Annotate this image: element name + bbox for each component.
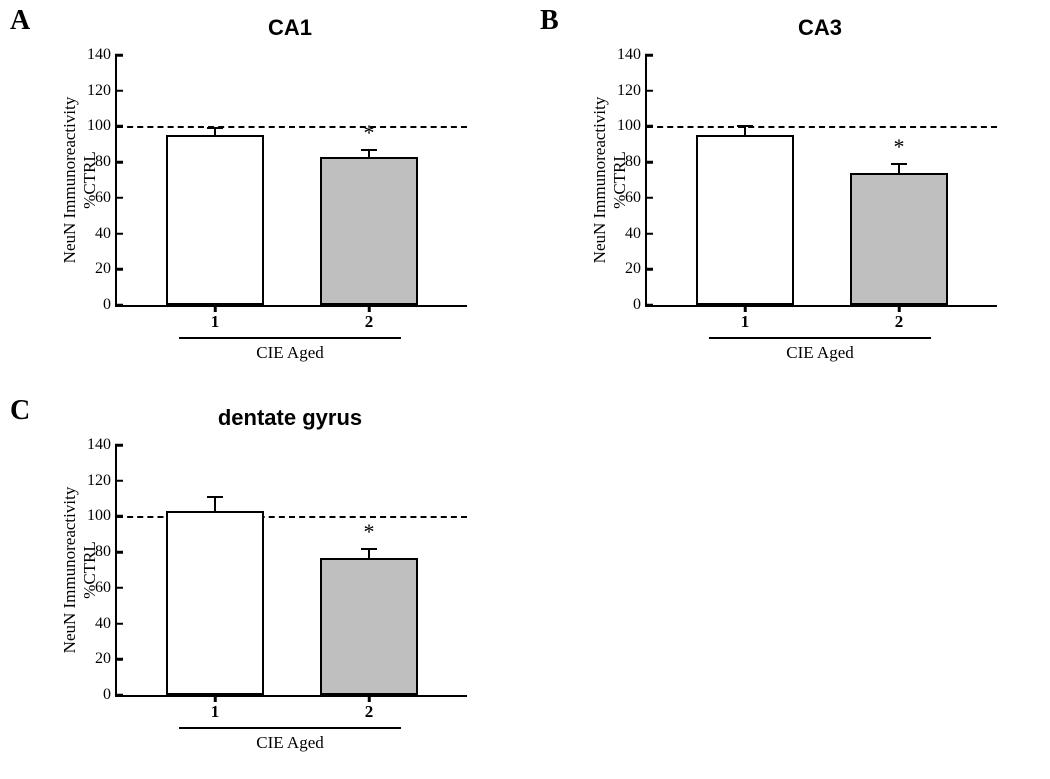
x-group-label: CIE Aged <box>256 343 324 363</box>
x-tick-label: 2 <box>895 305 904 332</box>
panel-B: B CA3 0204060801001201401*2 NeuN Immunoreac… <box>540 5 1040 375</box>
y-tick-mark <box>115 658 123 661</box>
figure: A CA1 0204060801001201401*2 NeuN Immunoreac… <box>0 0 1050 779</box>
significance-marker: * <box>894 134 905 160</box>
x-tick-label: 1 <box>211 695 220 722</box>
error-bar-cap <box>737 125 753 127</box>
group-underline <box>709 337 932 339</box>
error-bar-stem <box>898 164 900 173</box>
error-bar-stem <box>368 549 370 558</box>
x-tick-label: 1 <box>741 305 750 332</box>
x-group-label: CIE Aged <box>256 733 324 753</box>
y-tick-mark <box>115 479 123 482</box>
y-tick-mark <box>115 197 123 200</box>
bar <box>696 135 794 305</box>
x-tick-label: 2 <box>365 695 374 722</box>
panel-title: CA3 <box>645 15 995 41</box>
error-bar-cap <box>891 163 907 165</box>
bar <box>166 511 264 695</box>
y-tick-mark <box>115 444 123 447</box>
panel-label: B <box>540 5 559 37</box>
y-tick-mark <box>115 551 123 554</box>
panel-title: CA1 <box>115 15 465 41</box>
y-axis-label: NeuN Immunoreactivity%CTRL <box>590 55 630 305</box>
y-tick-mark <box>115 54 123 57</box>
significance-marker: * <box>364 120 375 146</box>
error-bar-stem <box>368 150 370 157</box>
bar <box>850 173 948 305</box>
plot-area: 0204060801001201401*2 <box>115 445 467 697</box>
reference-line <box>117 126 467 128</box>
y-tick-mark <box>645 304 653 307</box>
y-tick-mark <box>115 232 123 235</box>
y-axis-label: NeuN Immunoreactivity%CTRL <box>60 445 100 695</box>
error-bar-cap <box>207 127 223 129</box>
plot-area: 0204060801001201401*2 <box>645 55 997 307</box>
error-bar-stem <box>214 128 216 135</box>
panel-label: C <box>10 395 30 427</box>
plot-area: 0204060801001201401*2 <box>115 55 467 307</box>
y-tick-mark <box>645 197 653 200</box>
group-underline <box>179 727 402 729</box>
panel-label: A <box>10 5 30 37</box>
error-bar-stem <box>214 497 216 511</box>
y-tick-mark <box>115 587 123 590</box>
y-tick-mark <box>115 89 123 92</box>
y-tick-mark <box>645 89 653 92</box>
y-axis-label: NeuN Immunoreactivity%CTRL <box>60 55 100 305</box>
x-group-label: CIE Aged <box>786 343 854 363</box>
group-underline <box>179 337 402 339</box>
y-tick-mark <box>115 161 123 164</box>
error-bar-cap <box>361 548 377 550</box>
bar <box>320 157 418 305</box>
y-tick-mark <box>645 232 653 235</box>
y-tick-mark <box>645 54 653 57</box>
y-tick-mark <box>645 161 653 164</box>
y-tick-mark <box>115 622 123 625</box>
bar <box>320 558 418 696</box>
panel-title: dentate gyrus <box>115 405 465 431</box>
y-tick-mark <box>115 304 123 307</box>
y-tick-mark <box>645 268 653 271</box>
panel-C: Cdentate gyrus 0204060801001201401*2 NeuN … <box>10 395 510 765</box>
error-bar-stem <box>744 126 746 135</box>
error-bar-cap <box>361 149 377 151</box>
x-tick-label: 1 <box>211 305 220 332</box>
bar <box>166 135 264 305</box>
x-tick-label: 2 <box>365 305 374 332</box>
significance-marker: * <box>364 519 375 545</box>
y-tick-mark <box>115 268 123 271</box>
panel-A: A CA1 0204060801001201401*2 NeuN Immunoreac… <box>10 5 510 375</box>
error-bar-cap <box>207 496 223 498</box>
y-tick-mark <box>115 694 123 697</box>
reference-line <box>647 126 997 128</box>
